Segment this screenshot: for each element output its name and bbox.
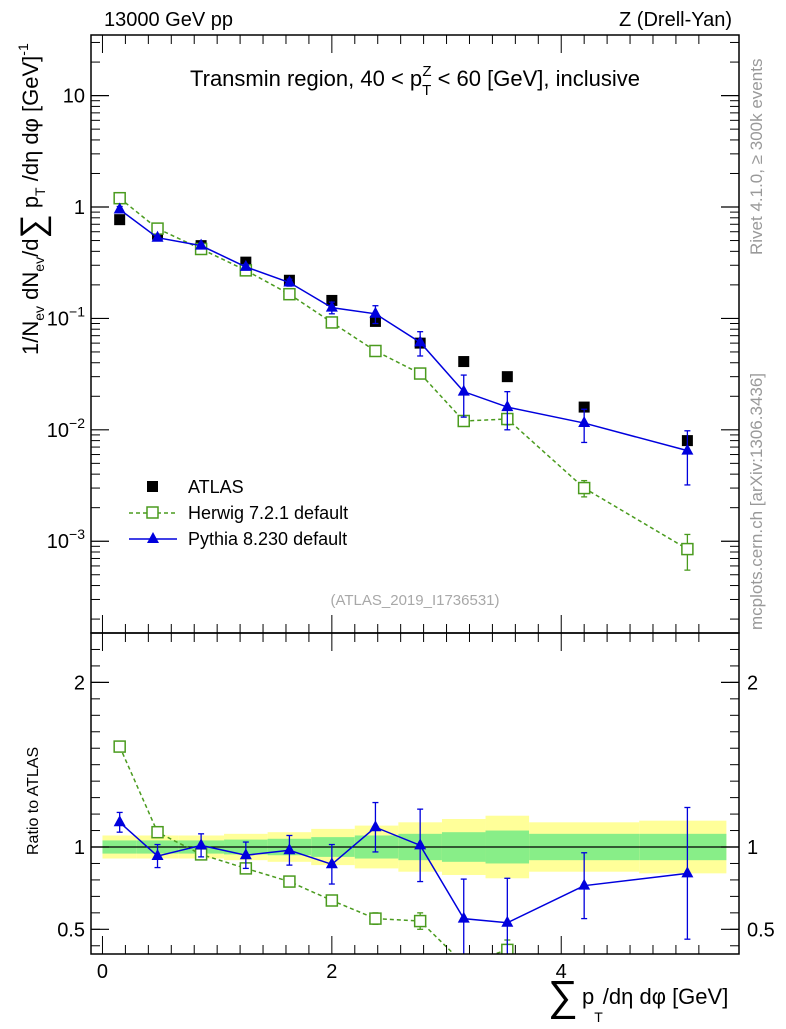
- data-point: [369, 306, 382, 318]
- legend-pythia-label: Pythia 8.230 default: [188, 529, 347, 549]
- header-left: 13000 GeV pp: [104, 9, 233, 31]
- analysis-tag: (ATLAS_2019_I1736531): [330, 592, 499, 609]
- ratio-y-tick-label-right: 2: [747, 672, 758, 694]
- data-point: [283, 287, 296, 301]
- ratio-point: [414, 838, 427, 850]
- data-point: [501, 400, 514, 412]
- legend-atlas-label: ATLAS: [188, 477, 244, 497]
- data-point: [457, 384, 470, 396]
- ratio-point: [501, 915, 514, 927]
- data-point: [578, 416, 591, 428]
- ratio-point: [151, 849, 164, 861]
- y-tick-label: 10: [63, 86, 85, 108]
- data-point: [283, 275, 296, 287]
- ratio-point: [578, 878, 591, 890]
- ratio-point: [283, 843, 296, 855]
- ratio-point: [369, 912, 382, 925]
- rivet-label: Rivet 4.1.0, ≥ 300k events: [747, 59, 766, 255]
- ratio-series-line: [119, 821, 688, 924]
- data-point: [577, 481, 591, 495]
- ratio-y-tick-label-right: 0.5: [747, 919, 775, 941]
- data-point: [681, 443, 694, 455]
- data-point: [501, 371, 513, 383]
- data-point: [414, 335, 427, 347]
- ratio-y-tick-label: 0.5: [57, 919, 85, 941]
- ratio-point: [458, 958, 469, 969]
- data-point: [325, 300, 338, 312]
- data-point: [113, 191, 126, 205]
- ratio-point: [369, 820, 382, 832]
- legend-herwig-label: Herwig 7.2.1 default: [188, 503, 348, 523]
- data-point: [114, 214, 126, 226]
- y-tick-label: 10−1: [47, 303, 85, 330]
- legend: ATLAS Herwig 7.2.1 default Pythia 8.230 …: [129, 477, 348, 549]
- ratio-point: [151, 825, 164, 839]
- data-point: [239, 259, 252, 271]
- ratio-panel: 2 2 1 1 0.5 0.5 0 2 4 Ratio to ATLAS ∑ pT/dη dφ […: [25, 632, 775, 1025]
- ratio-point: [195, 838, 208, 850]
- x-tick-label: 2: [326, 961, 337, 983]
- x-tick-label: 0: [97, 961, 108, 983]
- data-point: [681, 542, 694, 556]
- data-point: [369, 344, 382, 358]
- ratio-y-tick-label: 2: [74, 672, 85, 694]
- legend-atlas-marker: [147, 481, 158, 492]
- ratio-point: [113, 815, 126, 827]
- ratio-point: [239, 848, 252, 860]
- main-panel: 10 1 10−1 10−2 10−3 Transmin region, 40 < pT…: [14, 34, 740, 634]
- ratio-point: [413, 914, 427, 928]
- y-tick-label: 10−2: [47, 415, 85, 442]
- data-point: [195, 238, 208, 250]
- ratio-point: [325, 857, 338, 869]
- ratio-point: [457, 911, 470, 923]
- mcplots-label: mcplots.cern.ch [arXiv:1306.3436]: [747, 373, 766, 630]
- ratio-xlabel: ∑ pT/dη dφ [GeV]: [548, 972, 728, 1024]
- data-point: [578, 401, 590, 413]
- data-point: [326, 294, 338, 306]
- ratio-point: [283, 875, 296, 888]
- ratio-point: [325, 894, 339, 907]
- y-tick-label: 10−3: [47, 526, 85, 553]
- ratio-y-tick-label-right: 1: [747, 837, 758, 859]
- main-ylabel: 1/Nev dNev/d∑ pT /dη dφ [GeV]-1: [14, 43, 52, 355]
- data-point: [325, 316, 339, 329]
- ratio-y-tick-label: 1: [74, 837, 85, 859]
- header-right: Z (Drell-Yan): [619, 9, 732, 31]
- ratio-content: [91, 740, 739, 969]
- data-point: [458, 356, 470, 368]
- y-tick-label: 1: [74, 197, 85, 219]
- ratio-point: [681, 866, 694, 878]
- legend-herwig-marker: [146, 506, 159, 519]
- x-tick-label: 4: [556, 961, 567, 983]
- data-point: [151, 230, 164, 242]
- data-point: [413, 367, 427, 380]
- series-line: [119, 208, 688, 452]
- ratio-ylabel: Ratio to ATLAS: [25, 747, 42, 855]
- legend-pythia-marker: [147, 532, 159, 543]
- main-title: Transmin region, 40 < pTZ < 60 [GeV], in…: [190, 63, 640, 99]
- data-point: [113, 202, 126, 214]
- ratio-point: [113, 740, 126, 753]
- ratio-frame: [90, 632, 740, 955]
